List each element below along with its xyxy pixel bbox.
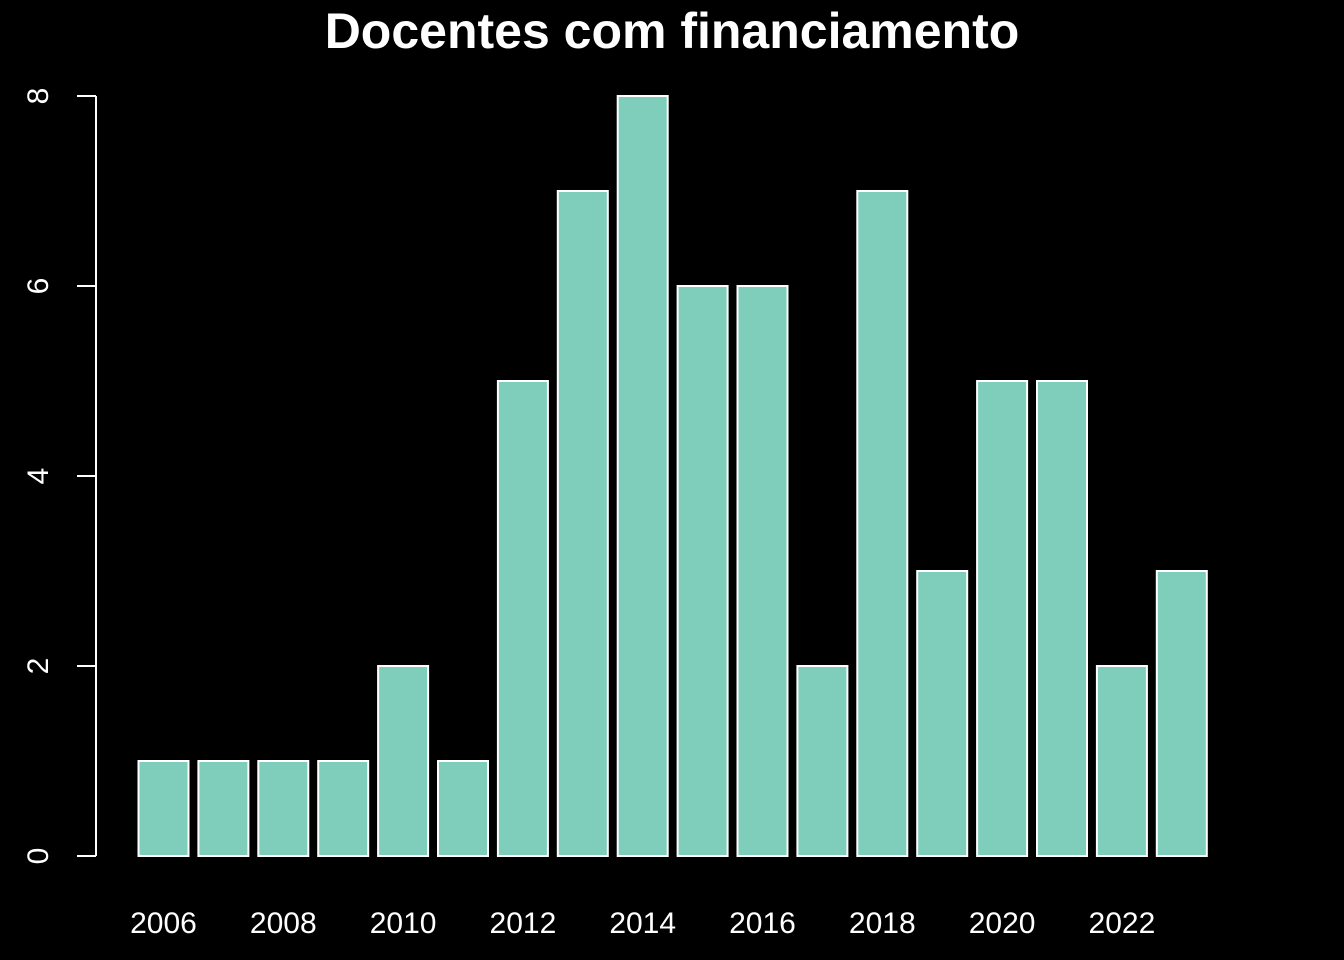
x-tick-label: 2012: [490, 907, 557, 940]
bar-2018: [856, 190, 909, 857]
bar-2007: [197, 760, 250, 857]
bar-2008: [257, 760, 310, 857]
bar-2010: [377, 665, 430, 857]
y-tick-label: 6: [22, 278, 55, 295]
bar-2015: [676, 285, 729, 857]
x-tick-label: 2020: [969, 907, 1036, 940]
bar-2023: [1155, 570, 1208, 857]
chart-title: Docentes com financiamento: [325, 3, 1020, 59]
bar-2021: [1036, 380, 1088, 857]
y-tick-label: 0: [22, 848, 55, 865]
bar-2009: [317, 760, 370, 857]
bar-2016: [736, 285, 789, 857]
bar-2020: [976, 380, 1029, 857]
bar-2006: [137, 760, 190, 857]
y-axis: 0 2 4 6 8: [22, 88, 97, 865]
x-tick-label: 2008: [250, 907, 317, 940]
x-tick-label: 2018: [849, 907, 916, 940]
x-tick-label: 2022: [1089, 907, 1156, 940]
bar-group: [137, 95, 1208, 857]
bar-2014: [616, 95, 669, 857]
y-tick-label: 8: [22, 88, 55, 105]
bar-2012: [496, 380, 549, 857]
y-tick-label: 4: [22, 468, 55, 485]
x-tick-label: 2010: [370, 907, 437, 940]
x-tick-label: 2014: [609, 907, 676, 940]
bar-2022: [1095, 665, 1148, 857]
bar-2011: [437, 760, 489, 857]
bar-2013: [556, 190, 609, 857]
bar-2017: [796, 665, 849, 857]
y-tick-label: 2: [22, 658, 55, 675]
x-axis-labels: 2006 2008 2010 2012 2014 2016 2018 2020 2022: [130, 907, 1155, 940]
x-tick-label: 2016: [729, 907, 796, 940]
bar-2019: [916, 570, 969, 857]
x-tick-label: 2006: [130, 907, 197, 940]
